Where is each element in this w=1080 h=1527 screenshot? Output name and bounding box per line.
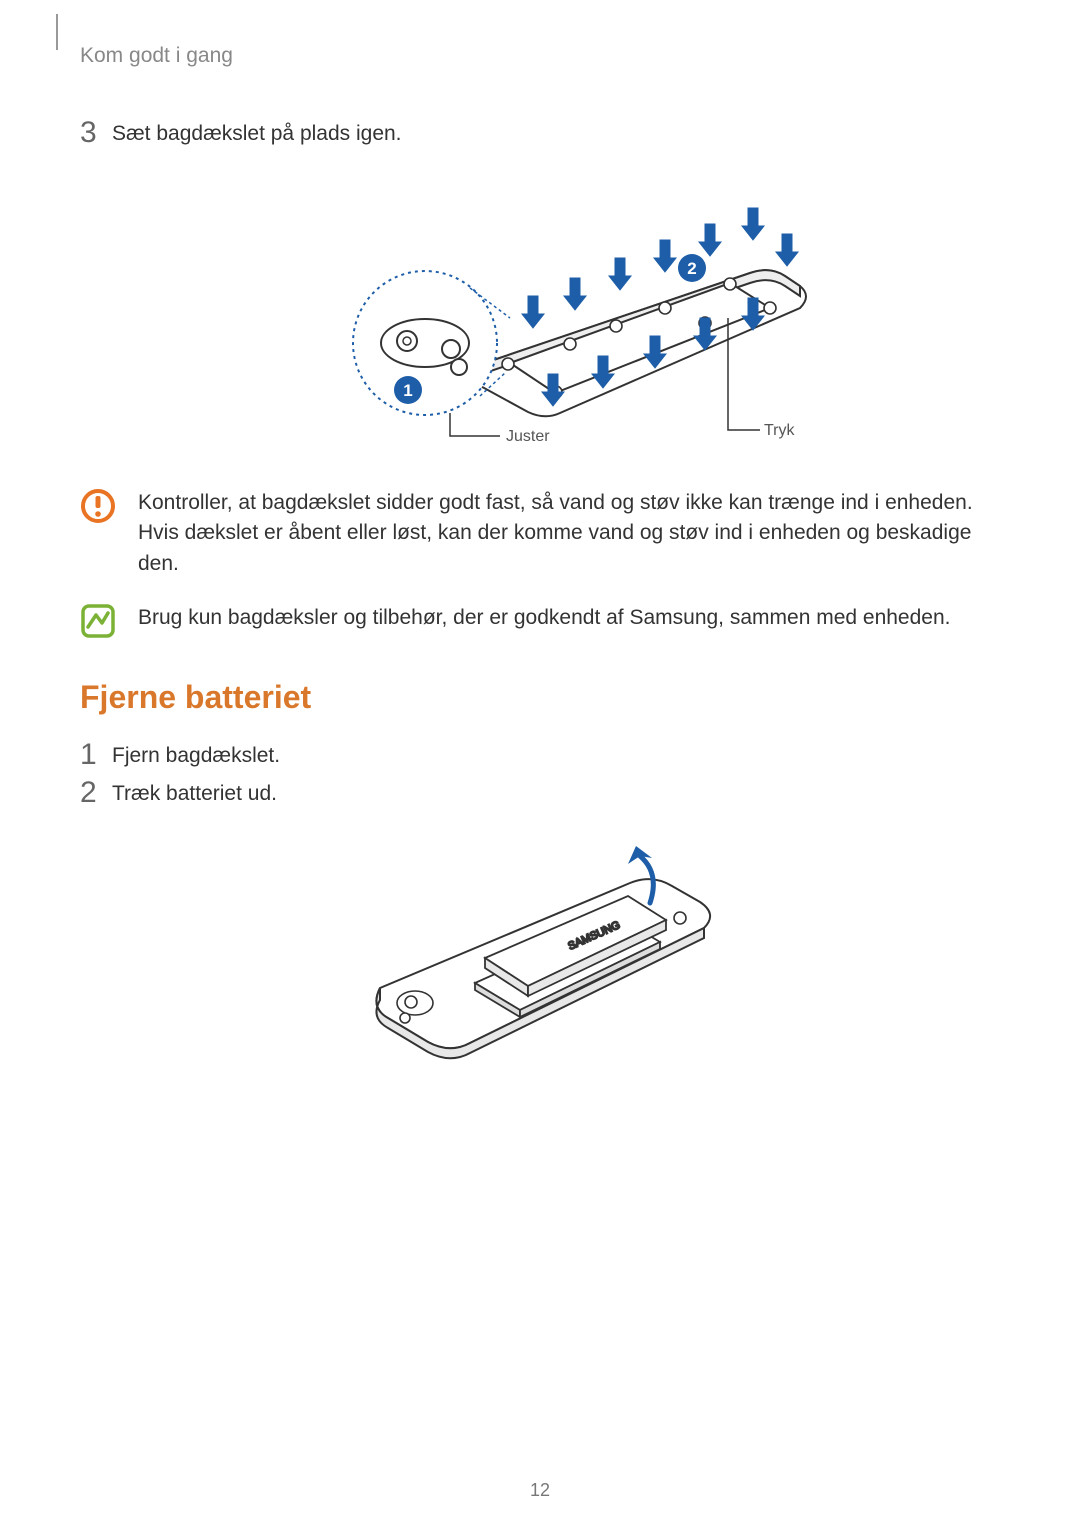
svg-text:2: 2 <box>687 259 696 278</box>
svg-text:Juster: Juster <box>506 428 550 445</box>
info-icon <box>80 603 116 639</box>
warning-icon <box>80 488 116 524</box>
battery-remove-svg: SAMSUNG <box>320 828 760 1078</box>
back-cover-svg: 1 Juster 2 Tryk <box>260 168 820 458</box>
page-header: Kom godt i gang <box>80 40 1000 68</box>
diagram-back-cover: 1 Juster 2 Tryk <box>80 168 1000 458</box>
step-number: 3 <box>80 118 112 148</box>
step-number: 2 <box>80 778 112 808</box>
step-text: Sæt bagdækslet på plads igen. <box>112 118 402 146</box>
warning-text: Kontroller, at bagdækslet sidder godt fa… <box>138 488 1000 579</box>
warning-note: Kontroller, at bagdækslet sidder godt fa… <box>80 488 1000 579</box>
info-note: Brug kun bagdæksler og tilbehør, der er … <box>80 603 1000 639</box>
header-rule <box>56 14 58 50</box>
step-text: Fjern bagdækslet. <box>112 740 280 768</box>
step-text: Træk batteriet ud. <box>112 778 277 806</box>
step-number: 1 <box>80 740 112 770</box>
page-number: 12 <box>0 1480 1080 1501</box>
svg-text:1: 1 <box>403 381 412 400</box>
step-3-row: 3 Sæt bagdækslet på plads igen. <box>80 118 1000 148</box>
section-heading: Fjerne batteriet <box>80 679 1000 716</box>
step-2-row: 2 Træk batteriet ud. <box>80 778 1000 808</box>
diagram-battery-remove: SAMSUNG <box>80 828 1000 1078</box>
info-text: Brug kun bagdæksler og tilbehør, der er … <box>138 603 950 633</box>
step-1-row: 1 Fjern bagdækslet. <box>80 740 1000 770</box>
svg-text:Tryk: Tryk <box>764 422 796 439</box>
manual-page: Kom godt i gang 3 Sæt bagdækslet på plad… <box>0 0 1080 1527</box>
